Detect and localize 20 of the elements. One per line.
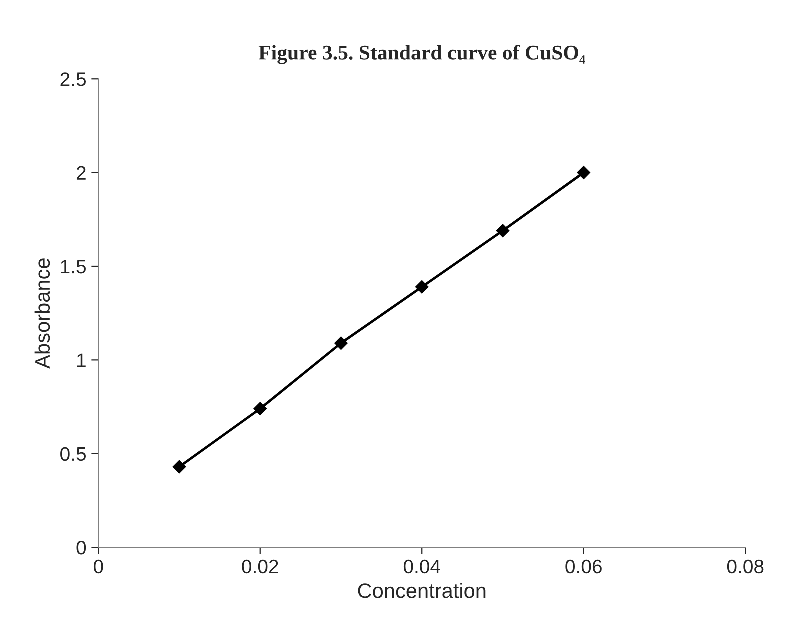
x-tick-label: 0 — [94, 560, 104, 574]
point — [416, 280, 429, 294]
point — [496, 224, 510, 238]
point — [577, 166, 590, 180]
x-tick-label: 0.06 — [566, 560, 602, 574]
point — [172, 460, 186, 474]
y-tick-label: 1.5 — [61, 260, 86, 274]
y-axis-title: Absorbance — [34, 258, 50, 369]
y-tick-label: 1 — [77, 354, 86, 368]
y-tick-label: 0 — [76, 541, 86, 555]
point — [334, 336, 348, 350]
y-tick-label: 0.5 — [60, 447, 86, 462]
x-axis-title: Concentration — [358, 583, 486, 598]
point — [254, 402, 267, 416]
y-tick-label: 2 — [76, 166, 86, 180]
chart-title: Figure 3.5. Standard curve of CuSO₄ — [258, 45, 586, 64]
x-tick-label: 0.04 — [404, 560, 440, 574]
y-tick-label: 2.5 — [60, 72, 86, 86]
x-tick-label: 0.02 — [242, 560, 278, 574]
x-tick-label: 0.08 — [727, 560, 764, 574]
